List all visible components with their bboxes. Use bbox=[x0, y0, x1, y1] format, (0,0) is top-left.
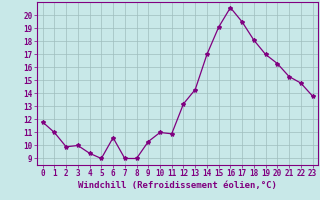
X-axis label: Windchill (Refroidissement éolien,°C): Windchill (Refroidissement éolien,°C) bbox=[78, 181, 277, 190]
